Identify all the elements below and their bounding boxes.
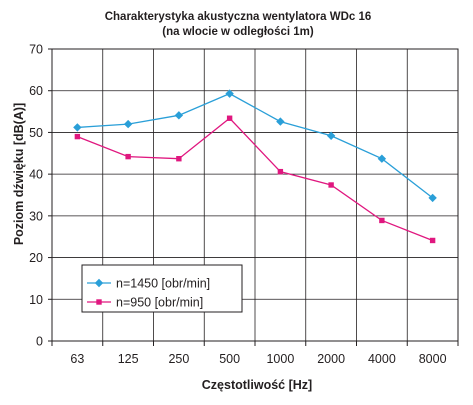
chart-subtitle: (na wlocie w odległości 1m) bbox=[162, 26, 314, 38]
axis-ticks: 0 10 20 30 40 50 60 70 63 125 250 500 1000 2000 4000 80… bbox=[29, 43, 459, 366]
series-line bbox=[77, 117, 433, 242]
data-point-diamond bbox=[428, 193, 437, 203]
x-tick-label: 2000 bbox=[317, 352, 345, 366]
data-point-square bbox=[74, 133, 81, 140]
data-point-square bbox=[429, 237, 436, 244]
series-line bbox=[77, 92, 434, 199]
x-tick-label: 250 bbox=[168, 352, 189, 366]
data-point-square bbox=[379, 217, 385, 224]
x-axis-title: Częstotliwość [Hz] bbox=[202, 378, 312, 392]
series-group bbox=[73, 89, 437, 244]
y-tick-label: 60 bbox=[29, 84, 43, 98]
legend: n=1450 [obr/min] n=950 [obr/min] bbox=[81, 264, 243, 313]
data-point-square bbox=[176, 156, 182, 162]
legend-marker-diamond bbox=[94, 278, 104, 288]
x-tick-label: 125 bbox=[118, 352, 139, 366]
y-tick-label: 50 bbox=[29, 126, 43, 140]
y-tick-label: 20 bbox=[29, 251, 43, 265]
data-point-square bbox=[125, 153, 131, 160]
data-point-square bbox=[277, 168, 284, 175]
data-point-diamond bbox=[377, 154, 387, 163]
data-point-diamond bbox=[225, 89, 234, 98]
y-tick-label: 10 bbox=[29, 293, 43, 307]
y-tick-label: 70 bbox=[29, 43, 43, 57]
chart-title: Charakterystyka akustyczna wentylatora W… bbox=[105, 11, 372, 23]
data-point-diamond bbox=[326, 131, 336, 140]
x-tick-label: 8000 bbox=[419, 352, 447, 366]
data-point-diamond bbox=[174, 111, 184, 120]
legend-box bbox=[81, 264, 243, 313]
data-point-diamond bbox=[276, 117, 285, 126]
x-tick-label: 63 bbox=[70, 352, 84, 366]
legend-label-1450: n=1450 [obr/min] bbox=[116, 277, 210, 291]
data-point-diamond bbox=[123, 119, 133, 129]
y-tick-label: 30 bbox=[29, 209, 43, 223]
data-point-square bbox=[226, 115, 233, 121]
data-point-diamond bbox=[73, 123, 82, 132]
y-tick-label: 0 bbox=[36, 335, 43, 349]
x-tick-label: 1000 bbox=[266, 352, 294, 366]
legend-label-950: n=950 [obr/min] bbox=[116, 296, 203, 310]
x-tick-label: 500 bbox=[219, 352, 240, 366]
x-tick-label: 4000 bbox=[368, 352, 396, 366]
data-point-square bbox=[328, 182, 334, 188]
y-tick-label: 40 bbox=[29, 168, 43, 182]
y-axis-title: Poziom dźwięku [dB(A)] bbox=[12, 103, 26, 245]
legend-marker-square bbox=[96, 299, 102, 305]
grid-lines bbox=[52, 49, 458, 341]
